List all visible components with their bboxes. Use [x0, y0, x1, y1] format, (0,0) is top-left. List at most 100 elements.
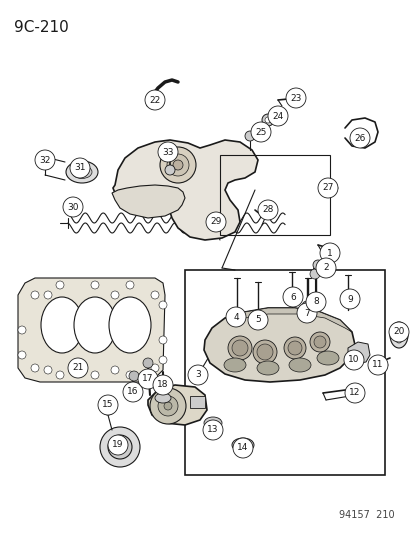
Circle shape — [56, 281, 64, 289]
Circle shape — [91, 281, 99, 289]
Circle shape — [283, 337, 305, 359]
Circle shape — [111, 366, 119, 374]
Circle shape — [349, 128, 369, 148]
Text: 11: 11 — [371, 360, 383, 369]
Text: 2: 2 — [323, 263, 328, 272]
Text: 14: 14 — [237, 443, 248, 453]
Circle shape — [257, 200, 277, 220]
Circle shape — [225, 307, 245, 327]
Ellipse shape — [231, 438, 254, 452]
Circle shape — [63, 197, 83, 217]
Circle shape — [282, 287, 302, 307]
Circle shape — [165, 165, 175, 175]
Text: 9: 9 — [346, 295, 352, 303]
Circle shape — [159, 336, 166, 344]
Ellipse shape — [204, 417, 221, 429]
Polygon shape — [112, 185, 185, 218]
Text: 21: 21 — [72, 364, 83, 373]
Circle shape — [285, 88, 305, 108]
Text: 32: 32 — [39, 156, 50, 165]
Text: 12: 12 — [349, 389, 360, 398]
Circle shape — [153, 375, 173, 395]
Ellipse shape — [389, 322, 407, 348]
Ellipse shape — [288, 358, 310, 372]
Text: 19: 19 — [112, 440, 123, 449]
Text: 8: 8 — [312, 297, 318, 306]
Ellipse shape — [235, 441, 249, 449]
Polygon shape — [147, 385, 206, 425]
Text: 10: 10 — [347, 356, 359, 365]
Circle shape — [296, 303, 316, 323]
Circle shape — [126, 371, 134, 379]
Circle shape — [150, 388, 185, 424]
Ellipse shape — [72, 166, 92, 179]
Circle shape — [68, 358, 88, 378]
Polygon shape — [204, 308, 354, 382]
Circle shape — [206, 212, 225, 232]
FancyBboxPatch shape — [185, 270, 384, 475]
Circle shape — [231, 340, 247, 356]
Circle shape — [18, 351, 26, 359]
Circle shape — [233, 438, 252, 458]
Text: 28: 28 — [262, 206, 273, 214]
Text: 13: 13 — [207, 425, 218, 434]
Ellipse shape — [393, 327, 403, 343]
Circle shape — [173, 160, 183, 170]
Circle shape — [256, 344, 272, 360]
Ellipse shape — [316, 351, 338, 365]
Circle shape — [145, 90, 165, 110]
Text: 24: 24 — [272, 111, 283, 120]
Ellipse shape — [109, 297, 151, 353]
Circle shape — [129, 371, 139, 381]
Circle shape — [244, 131, 254, 141]
Circle shape — [164, 402, 171, 410]
Circle shape — [305, 292, 325, 312]
Text: 9C-210: 9C-210 — [14, 20, 69, 35]
Circle shape — [151, 364, 159, 372]
Circle shape — [343, 350, 363, 370]
Text: 29: 29 — [210, 217, 221, 227]
Circle shape — [126, 281, 134, 289]
Circle shape — [115, 442, 125, 452]
Circle shape — [18, 326, 26, 334]
Circle shape — [31, 364, 39, 372]
Ellipse shape — [223, 358, 245, 372]
Ellipse shape — [154, 393, 171, 403]
Circle shape — [44, 291, 52, 299]
Circle shape — [287, 341, 301, 355]
Polygon shape — [113, 140, 257, 240]
Text: 33: 33 — [162, 148, 173, 157]
Circle shape — [317, 178, 337, 198]
Text: 17: 17 — [142, 375, 153, 384]
Text: 26: 26 — [354, 133, 365, 142]
Text: 6: 6 — [290, 293, 295, 302]
Circle shape — [264, 117, 271, 123]
Ellipse shape — [74, 297, 116, 353]
Circle shape — [267, 106, 287, 126]
Circle shape — [138, 369, 158, 389]
Circle shape — [252, 340, 276, 364]
Circle shape — [56, 371, 64, 379]
Text: 27: 27 — [322, 183, 333, 192]
Circle shape — [202, 420, 223, 440]
Polygon shape — [347, 342, 369, 364]
Circle shape — [159, 301, 166, 309]
Text: 31: 31 — [74, 164, 85, 173]
Circle shape — [91, 371, 99, 379]
Circle shape — [123, 382, 142, 402]
Circle shape — [159, 147, 195, 183]
Circle shape — [319, 243, 339, 263]
Text: 25: 25 — [255, 127, 266, 136]
Text: 18: 18 — [157, 381, 169, 390]
Circle shape — [367, 355, 387, 375]
Circle shape — [166, 148, 173, 156]
Circle shape — [98, 395, 118, 415]
Circle shape — [111, 291, 119, 299]
Text: 23: 23 — [290, 93, 301, 102]
Circle shape — [312, 260, 322, 270]
Circle shape — [309, 269, 319, 279]
Polygon shape — [224, 308, 351, 332]
Circle shape — [188, 365, 207, 385]
Text: 5: 5 — [254, 316, 260, 325]
Ellipse shape — [77, 169, 87, 175]
